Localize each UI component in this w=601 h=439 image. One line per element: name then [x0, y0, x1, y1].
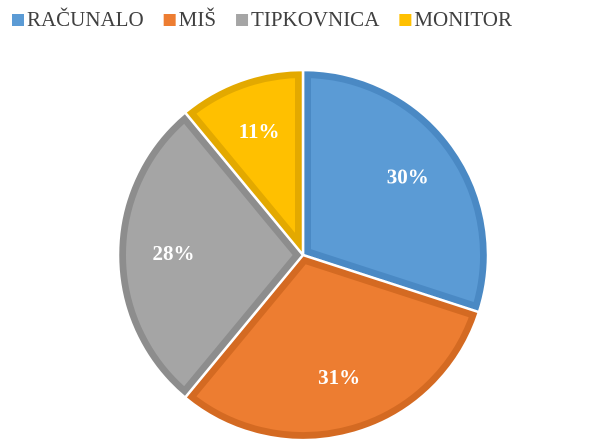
data-label: 30%: [387, 165, 429, 189]
slice-separator: [116, 111, 305, 399]
data-label: 31%: [318, 365, 360, 389]
slice-separator: [301, 68, 490, 314]
slice-separator: [183, 68, 305, 257]
legend-swatch: [399, 14, 412, 26]
legend-label: TIPKOVNICA: [251, 7, 380, 31]
data-label: 28%: [153, 241, 195, 265]
slice-separator: [183, 253, 481, 439]
legend-swatch: [236, 14, 249, 26]
legend-label: MIŠ: [179, 7, 216, 31]
data-label: 11%: [239, 119, 280, 143]
legend-label: RAČUNALO: [27, 7, 144, 31]
legend-label: MONITOR: [414, 7, 512, 31]
legend-swatch: [163, 14, 176, 26]
legend-swatch: [12, 14, 24, 26]
